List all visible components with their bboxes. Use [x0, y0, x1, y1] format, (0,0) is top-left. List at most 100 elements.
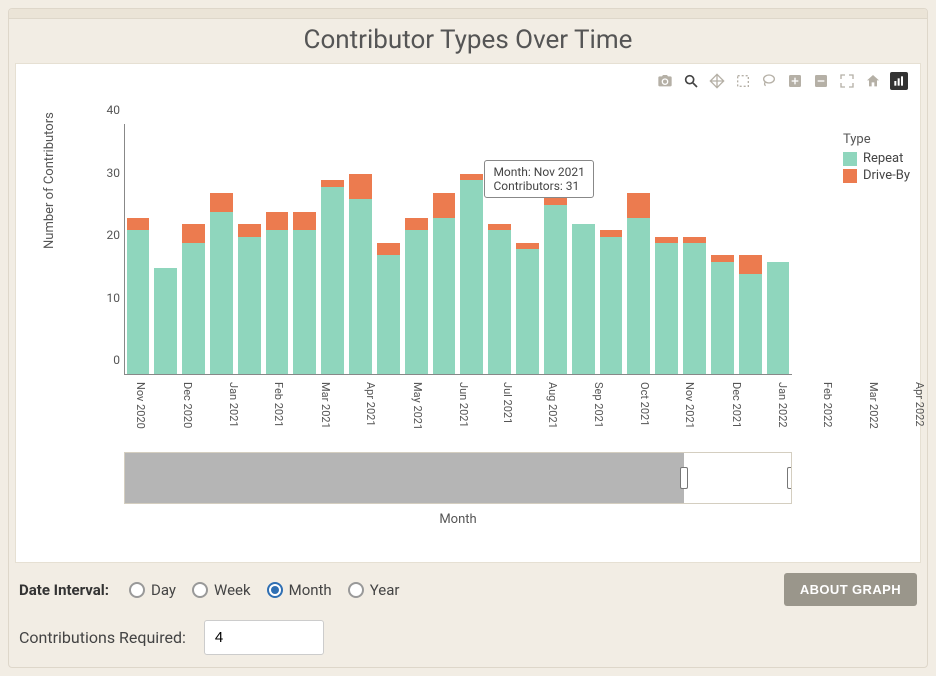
bar-slot[interactable]: [374, 243, 402, 374]
bar[interactable]: [154, 268, 177, 374]
zoomin-icon[interactable]: [786, 72, 804, 90]
bar-slot[interactable]: [124, 218, 152, 374]
bar[interactable]: [293, 212, 316, 375]
bar[interactable]: [572, 224, 595, 374]
bar-segment-driveby[interactable]: [182, 224, 205, 243]
bar[interactable]: [433, 193, 456, 374]
bar-segment-repeat[interactable]: [460, 180, 483, 374]
bar[interactable]: [516, 243, 539, 374]
bar-segment-repeat[interactable]: [210, 212, 233, 375]
bar-segment-driveby[interactable]: [739, 255, 762, 274]
bar[interactable]: [238, 224, 261, 374]
bar-segment-repeat[interactable]: [154, 268, 177, 374]
bar-segment-repeat[interactable]: [321, 187, 344, 375]
legend-item[interactable]: Repeat: [843, 151, 910, 166]
bar-segment-repeat[interactable]: [683, 243, 706, 374]
bar-slot[interactable]: [152, 268, 180, 374]
bar-slot[interactable]: [653, 237, 681, 375]
bar-segment-repeat[interactable]: [600, 237, 623, 375]
bar-slot[interactable]: [319, 180, 347, 374]
bar-slot[interactable]: [541, 193, 569, 374]
interval-radio-year[interactable]: Year: [348, 581, 400, 599]
bar-segment-repeat[interactable]: [349, 199, 372, 374]
bar[interactable]: [711, 255, 734, 374]
bar-segment-repeat[interactable]: [572, 224, 595, 374]
bar-segment-driveby[interactable]: [627, 193, 650, 218]
autoscale-icon[interactable]: [838, 72, 856, 90]
pan-icon[interactable]: [708, 72, 726, 90]
bar-slot[interactable]: [263, 212, 291, 375]
radio-circle[interactable]: [192, 582, 208, 598]
bar-slot[interactable]: [569, 224, 597, 374]
bar[interactable]: [377, 243, 400, 374]
bar-segment-driveby[interactable]: [433, 193, 456, 218]
bar-segment-driveby[interactable]: [127, 218, 150, 231]
bar[interactable]: [627, 193, 650, 374]
bar-slot[interactable]: [207, 193, 235, 374]
bar[interactable]: [210, 193, 233, 374]
bar-slot[interactable]: [681, 237, 709, 375]
bar-slot[interactable]: [625, 193, 653, 374]
bar-slot[interactable]: [430, 193, 458, 374]
zoom-icon[interactable]: [682, 72, 700, 90]
bar-slot[interactable]: [486, 224, 514, 374]
range-slider[interactable]: [124, 452, 792, 504]
bar-segment-repeat[interactable]: [488, 230, 511, 374]
bar[interactable]: [182, 224, 205, 374]
interval-radio-month[interactable]: Month: [267, 581, 332, 599]
zoomout-icon[interactable]: [812, 72, 830, 90]
bar-segment-driveby[interactable]: [377, 243, 400, 256]
plotly-logo-icon[interactable]: [890, 72, 908, 90]
camera-icon[interactable]: [656, 72, 674, 90]
bar[interactable]: [266, 212, 289, 375]
bar-slot[interactable]: [235, 224, 263, 374]
bar-segment-driveby[interactable]: [349, 174, 372, 199]
home-icon[interactable]: [864, 72, 882, 90]
bar-segment-repeat[interactable]: [433, 218, 456, 374]
contrib-required-input[interactable]: [204, 620, 324, 655]
bar-segment-repeat[interactable]: [711, 262, 734, 375]
bar-segment-repeat[interactable]: [544, 205, 567, 374]
bar-segment-driveby[interactable]: [210, 193, 233, 212]
lasso-icon[interactable]: [760, 72, 778, 90]
bar-segment-driveby[interactable]: [266, 212, 289, 231]
radio-circle[interactable]: [267, 582, 283, 598]
bar-segment-repeat[interactable]: [655, 243, 678, 374]
bar[interactable]: [739, 255, 762, 374]
bar-slot[interactable]: [347, 174, 375, 374]
bar[interactable]: [321, 180, 344, 374]
bar-segment-driveby[interactable]: [238, 224, 261, 237]
legend-item[interactable]: Drive-By: [843, 168, 910, 183]
bar-segment-repeat[interactable]: [405, 230, 428, 374]
bar-slot[interactable]: [402, 218, 430, 374]
bar-segment-driveby[interactable]: [293, 212, 316, 231]
bar-slot[interactable]: [597, 230, 625, 374]
bar-segment-repeat[interactable]: [182, 243, 205, 374]
bar-segment-repeat[interactable]: [516, 249, 539, 374]
bar-segment-repeat[interactable]: [627, 218, 650, 374]
bar-segment-repeat[interactable]: [127, 230, 150, 374]
bar-segment-repeat[interactable]: [377, 255, 400, 374]
radio-circle[interactable]: [129, 582, 145, 598]
bar[interactable]: [767, 262, 790, 375]
bar-slot[interactable]: [180, 224, 208, 374]
bar-slot[interactable]: [764, 262, 792, 375]
bar-slot[interactable]: [736, 255, 764, 374]
bar[interactable]: [127, 218, 150, 374]
bar[interactable]: [655, 237, 678, 375]
interval-radio-week[interactable]: Week: [192, 581, 251, 599]
bar-slot[interactable]: [458, 174, 486, 374]
range-handle-right[interactable]: [787, 467, 792, 489]
bar-slot[interactable]: [708, 255, 736, 374]
bar-slot[interactable]: [514, 243, 542, 374]
bar-segment-driveby[interactable]: [405, 218, 428, 231]
interval-radio-day[interactable]: Day: [129, 581, 176, 599]
bar[interactable]: [600, 230, 623, 374]
bar[interactable]: [349, 174, 372, 374]
bar-segment-repeat[interactable]: [238, 237, 261, 375]
bar-segment-repeat[interactable]: [739, 274, 762, 374]
bar-segment-repeat[interactable]: [266, 230, 289, 374]
bar-slot[interactable]: [291, 212, 319, 375]
radio-circle[interactable]: [348, 582, 364, 598]
about-graph-button[interactable]: ABOUT GRAPH: [784, 573, 917, 606]
